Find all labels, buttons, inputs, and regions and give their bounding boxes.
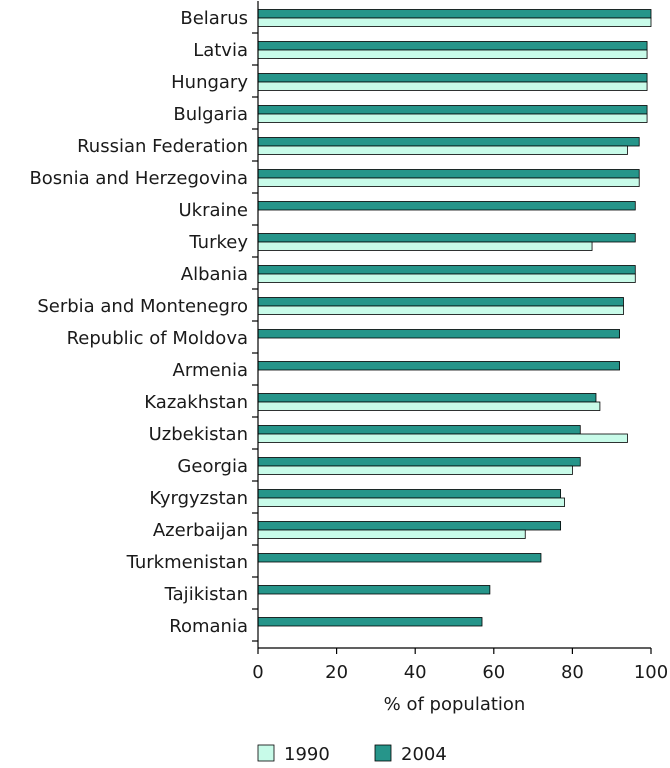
bar-1990	[257, 241, 593, 251]
category-label: Uzbekistan	[149, 424, 248, 445]
bar-2004	[257, 105, 648, 115]
category-label: Serbia and Montenegro	[37, 296, 248, 317]
bar-2004	[257, 137, 640, 147]
bar-1990	[257, 529, 526, 539]
bar-2004	[257, 521, 562, 531]
bar-2004	[257, 9, 652, 19]
bar-2004	[257, 585, 491, 595]
bar-2004	[257, 489, 562, 499]
category-label: Kyrgyzstan	[149, 488, 248, 509]
category-label: Belarus	[180, 8, 248, 29]
bar-1990	[257, 17, 652, 27]
category-label: Hungary	[171, 72, 248, 93]
bar-2004	[257, 457, 581, 467]
category-label: Albania	[181, 264, 248, 285]
category-label: Romania	[169, 616, 248, 637]
bar-2004	[257, 361, 620, 371]
legend-label-2004: 2004	[401, 744, 447, 765]
bar-1990	[257, 145, 628, 155]
bar-1990	[257, 49, 648, 59]
bar-1990	[257, 81, 648, 91]
bar-2004	[257, 617, 483, 627]
category-label: Tajikistan	[164, 584, 248, 605]
category-label: Republic of Moldova	[67, 328, 248, 349]
category-label: Azerbaijan	[153, 520, 248, 541]
category-label: Latvia	[193, 40, 248, 61]
category-label: Georgia	[177, 456, 248, 477]
x-tick-label: 80	[561, 662, 584, 683]
category-label: Kazakhstan	[144, 392, 248, 413]
category-label: Bosnia and Herzegovina	[29, 168, 248, 189]
bar-2004	[257, 201, 636, 211]
bar-1990	[257, 305, 624, 315]
bar-2004	[257, 41, 648, 51]
bar-1990	[257, 113, 648, 123]
category-label: Turkey	[188, 232, 248, 253]
bar-1990	[257, 273, 636, 283]
category-label: Ukraine	[178, 200, 248, 221]
legend: 1990 2004	[257, 744, 447, 765]
x-axis-title: % of population	[384, 694, 526, 715]
bar-2004	[257, 265, 636, 275]
bar-2004	[257, 393, 597, 403]
x-tick-label: 60	[482, 662, 505, 683]
x-tick-label: 40	[404, 662, 427, 683]
bar-1990	[257, 465, 573, 475]
legend-label-1990: 1990	[284, 744, 330, 765]
bar-1990	[257, 401, 601, 411]
bar-2004	[257, 233, 636, 243]
category-labels: Belarus Latvia Hungary Bulgaria Russian Fede…	[29, 8, 248, 637]
x-axis: 0 20 40 60 80 100	[252, 1, 668, 683]
category-label: Turkmenistan	[126, 552, 248, 573]
bar-1990	[257, 177, 640, 187]
bar-1990	[257, 433, 628, 443]
bars	[257, 9, 652, 627]
bar-2004	[257, 297, 624, 307]
legend-swatch-2004	[374, 744, 392, 762]
bar-2004	[257, 169, 640, 179]
category-label: Bulgaria	[173, 104, 248, 125]
x-tick-label: 0	[252, 662, 263, 683]
bar-2004	[257, 73, 648, 83]
bar-2004	[257, 553, 542, 563]
category-label: Russian Federation	[77, 136, 248, 157]
category-label: Armenia	[173, 360, 248, 381]
bar-2004	[257, 425, 581, 435]
bar-1990	[257, 497, 565, 507]
x-tick-label: 100	[634, 662, 668, 683]
bar-2004	[257, 329, 620, 339]
legend-swatch-1990	[257, 744, 275, 762]
x-tick-label: 20	[325, 662, 348, 683]
